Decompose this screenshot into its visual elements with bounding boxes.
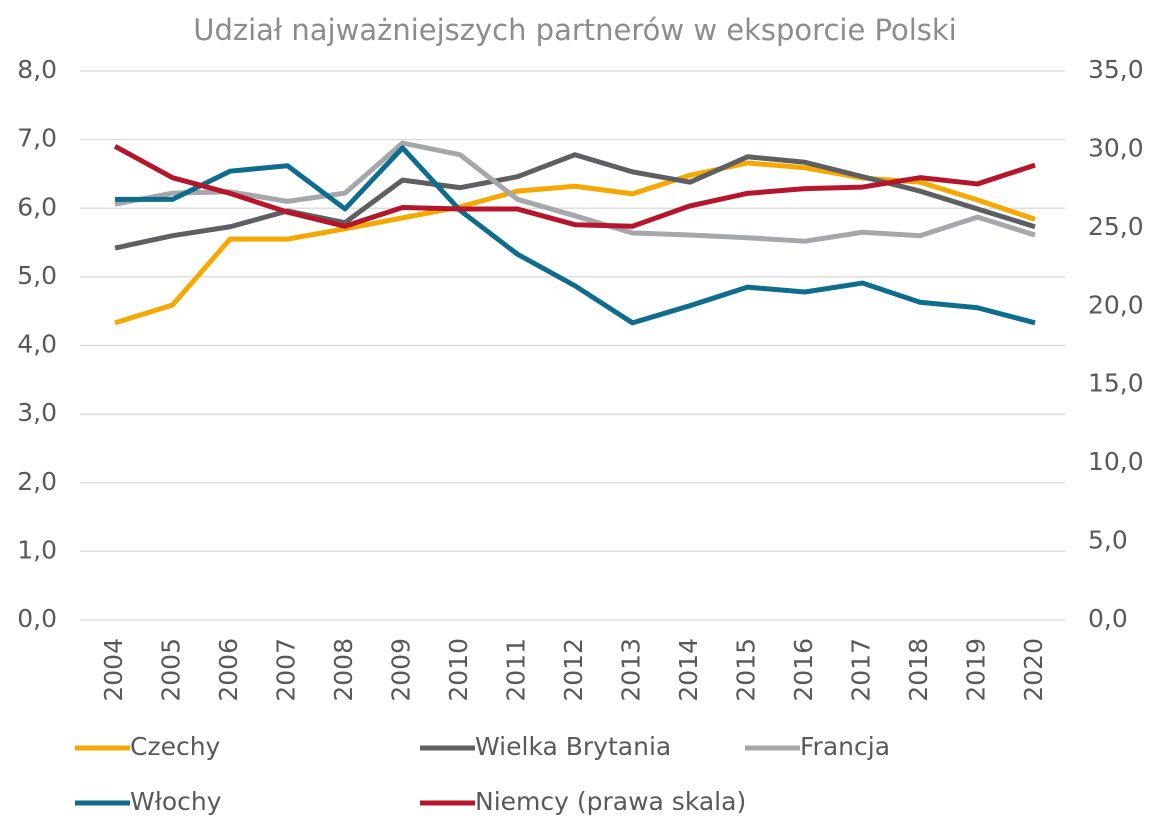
legend-label: Francja	[800, 732, 890, 761]
x-tick-label: 2008	[329, 638, 358, 702]
series-line	[115, 145, 1036, 326]
x-tick-label: 2020	[1019, 638, 1048, 702]
y-tick-label: 3,0	[17, 398, 57, 427]
x-tick-label: 2015	[732, 638, 761, 702]
y2-tick-label: 20,0	[1088, 290, 1144, 319]
y2-tick-label: 15,0	[1088, 369, 1144, 398]
chart-title: Udział najważniejszych partnerów w ekspo…	[193, 13, 957, 47]
series-line	[114, 140, 1036, 244]
legend-label: Wielka Brytania	[475, 732, 671, 761]
y-tick-label: 6,0	[17, 192, 57, 221]
series-line	[113, 144, 1036, 229]
legend-label: Włochy	[130, 787, 222, 816]
x-tick-label: 2018	[904, 638, 933, 702]
y-tick-label: 5,0	[17, 261, 57, 290]
x-tick-label: 2010	[444, 638, 473, 702]
x-tick-label: 2006	[214, 638, 243, 702]
y2-tick-label: 10,0	[1088, 447, 1144, 476]
y2-tick-label: 35,0	[1088, 55, 1144, 84]
legend-label: Niemcy (prawa skala)	[475, 787, 746, 816]
x-tick-label: 2019	[962, 638, 991, 702]
x-tick-label: 2004	[99, 638, 128, 702]
y2-tick-label: 25,0	[1088, 212, 1144, 241]
x-tick-label: 2005	[157, 638, 186, 702]
y-tick-label: 8,0	[17, 55, 57, 84]
y2-tick-label: 5,0	[1088, 526, 1128, 555]
y-tick-label: 2,0	[17, 467, 57, 496]
x-tick-label: 2013	[617, 638, 646, 702]
x-tick-label: 2007	[272, 638, 301, 702]
y-tick-label: 0,0	[17, 604, 57, 633]
x-tick-label: 2014	[674, 638, 703, 702]
x-tick-label: 2012	[559, 638, 588, 702]
y-tick-label: 4,0	[17, 330, 57, 359]
x-tick-label: 2009	[387, 638, 416, 702]
legend-label: Czechy	[130, 732, 221, 761]
x-tick-label: 2011	[502, 638, 531, 702]
y2-tick-label: 30,0	[1088, 133, 1144, 162]
y-tick-label: 1,0	[17, 535, 57, 564]
y-tick-label: 7,0	[17, 124, 57, 153]
x-tick-label: 2016	[789, 638, 818, 702]
x-tick-label: 2017	[847, 638, 876, 702]
y2-tick-label: 0,0	[1088, 604, 1128, 633]
